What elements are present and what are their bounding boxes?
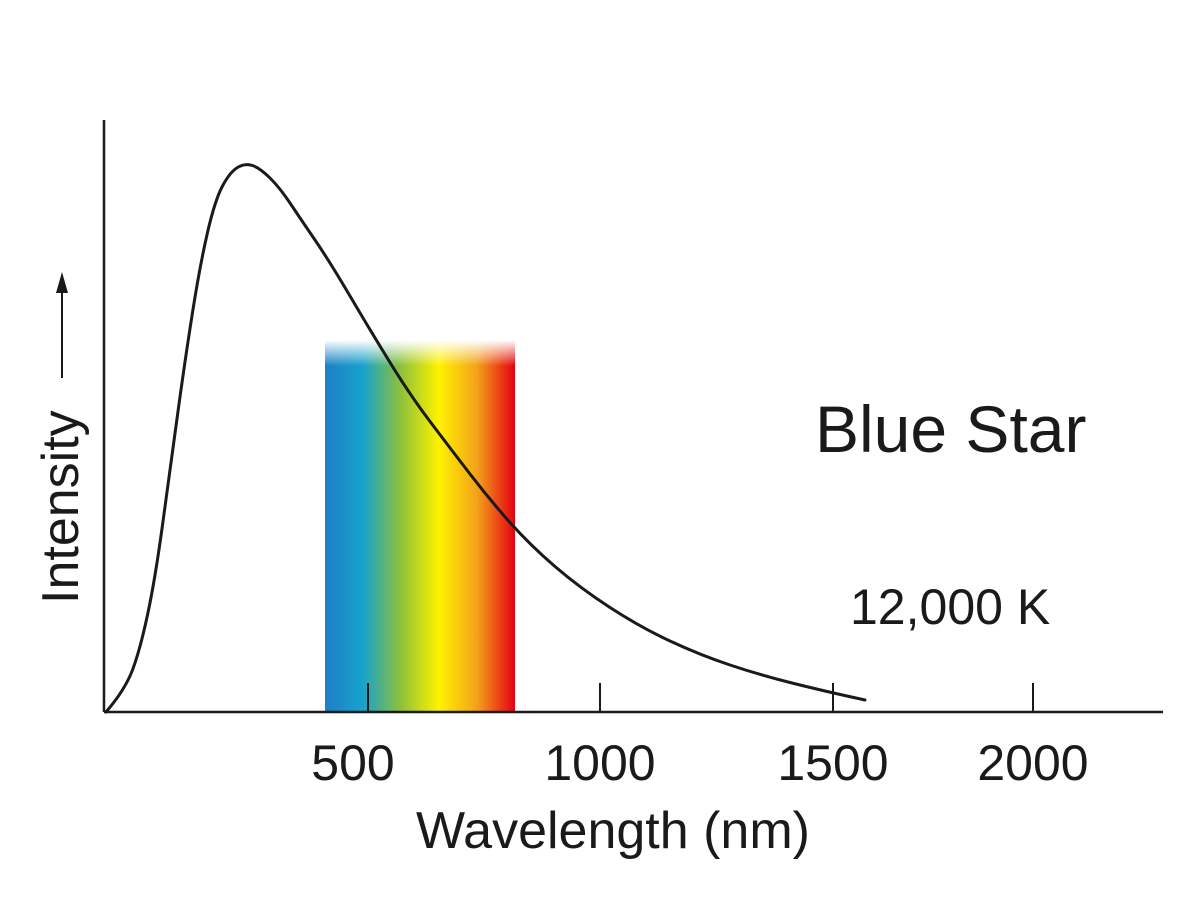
x-tick-label-2000: 2000 (977, 735, 1088, 791)
spectrum-top-fade (325, 340, 515, 366)
y-axis-title: Intensity (32, 410, 90, 604)
blackbody-curve (104, 163, 867, 714)
y-axis-arrow-icon (56, 272, 68, 293)
visible-spectrum-band (325, 340, 515, 712)
x-tick-label-500: 500 (311, 735, 394, 791)
temperature-annotation: 12,000 K (850, 579, 1050, 635)
star-name-annotation: Blue Star (815, 392, 1086, 466)
y-axis-title-group: Intensity (32, 272, 90, 604)
x-tick-label-1500: 1500 (777, 735, 888, 791)
x-axis-title: Wavelength (nm) (416, 802, 810, 860)
x-tick-label-1000: 1000 (544, 735, 655, 791)
